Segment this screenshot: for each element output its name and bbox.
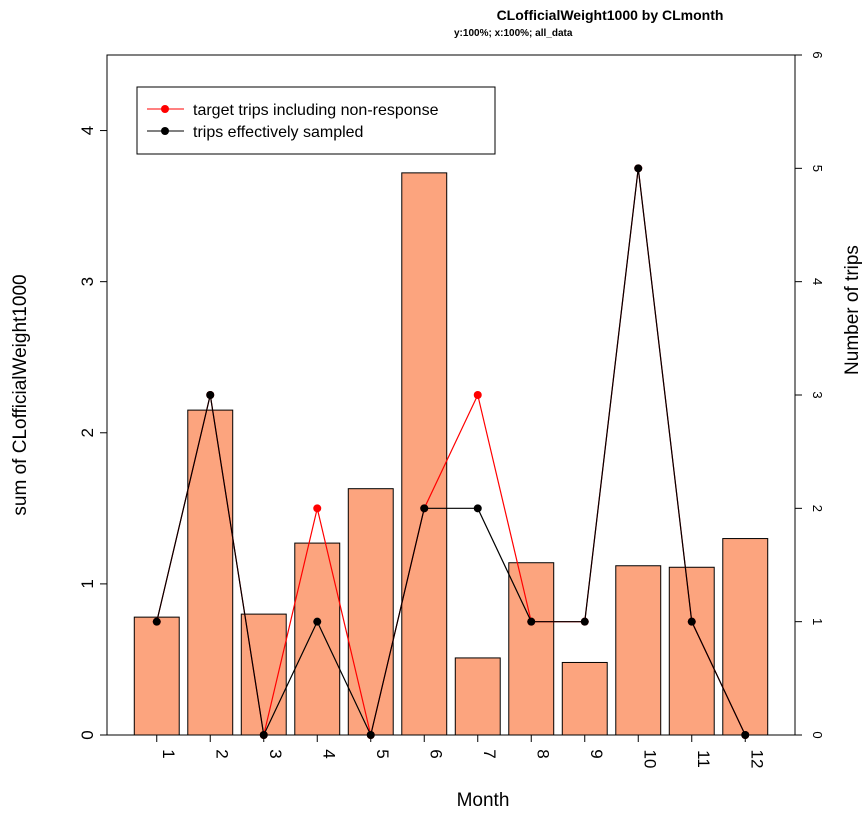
- legend-label-sampled: trips effectively sampled: [193, 124, 363, 141]
- bar-month-10: [615, 565, 662, 736]
- x-tick-label: 1: [159, 749, 178, 758]
- x-tick-label: 3: [266, 749, 285, 758]
- x-tick-label: 6: [426, 749, 445, 758]
- y-axis-right: 0 1 2 3 4 5 6: [795, 51, 825, 739]
- bar-month-2: [187, 409, 234, 736]
- x-tick-label: 7: [480, 749, 499, 758]
- x-tick-label: 12: [747, 750, 766, 769]
- bar-month-8: [508, 562, 555, 736]
- x-axis-title: Month: [457, 790, 510, 811]
- y2-tick-label: 1: [810, 618, 825, 625]
- x-tick-label: 8: [533, 749, 552, 758]
- legend-swatch-point-sampled: [161, 127, 169, 135]
- x-tick-label: 11: [694, 750, 713, 768]
- series-1-point-7: [473, 504, 482, 513]
- y2-tick-label: 4: [810, 278, 825, 285]
- bar-month-7: [454, 657, 501, 736]
- legend-box: [136, 86, 496, 155]
- bar-month-5: [347, 488, 394, 736]
- series-line-1: [156, 168, 746, 738]
- series-1-point-9: [580, 617, 589, 626]
- x-tick-label: 10: [640, 750, 659, 769]
- bar-month-9: [561, 661, 608, 736]
- series-0-point-4: [313, 504, 322, 513]
- y-tick-label: 1: [78, 579, 97, 588]
- series-0-point-7: [473, 391, 482, 399]
- y-axis-left: 0 1 2 3 4: [78, 126, 107, 740]
- x-tick-label: 5: [373, 749, 392, 758]
- y2-tick-label: 6: [810, 51, 825, 58]
- x-tick-label: 2: [212, 749, 231, 758]
- y-tick-label: 0: [78, 730, 97, 739]
- y2-tick-label: 5: [810, 165, 825, 172]
- bar-month-11: [668, 566, 715, 736]
- series-1-point-4: [313, 617, 322, 626]
- bar-month-4: [294, 542, 341, 736]
- bars-layer: [133, 172, 769, 736]
- bar-month-3: [240, 613, 287, 736]
- series-1-point-10: [634, 164, 643, 173]
- chart-subtitle: y:100%; x:100%; all_data: [454, 28, 573, 39]
- series-1-point-11: [687, 617, 696, 626]
- y-tick-label: 2: [78, 428, 97, 437]
- y-tick-label: 4: [78, 126, 97, 135]
- bar-month-1: [133, 616, 180, 736]
- series-1-point-1: [152, 617, 161, 626]
- y2-tick-label: 0: [810, 731, 825, 738]
- series-1-point-2: [206, 391, 215, 399]
- legend: target trips including non-response trip…: [136, 86, 496, 155]
- legend-swatch-point-target: [161, 105, 169, 113]
- x-axis: 1 2 3 4 5 6 7 8 9 10 11 12: [156, 735, 766, 769]
- y2-tick-label: 3: [810, 391, 825, 398]
- legend-label-target: target trips including non-response: [193, 102, 439, 119]
- chart-title: CLofficialWeight1000 by CLmonth: [497, 7, 724, 23]
- series-1-point-8: [527, 617, 536, 626]
- series-1-point-6: [420, 504, 429, 513]
- y2-tick-label: 2: [810, 505, 825, 512]
- x-tick-label: 4: [319, 749, 338, 758]
- bar-month-12: [722, 538, 769, 736]
- y2-axis-title: Number of trips: [842, 245, 863, 375]
- y-tick-label: 3: [78, 277, 97, 286]
- bar-month-6: [401, 172, 448, 736]
- lines-layer: [152, 164, 750, 739]
- x-tick-label: 9: [587, 749, 606, 758]
- y-axis-title: sum of CLofficialWeight1000: [10, 274, 31, 515]
